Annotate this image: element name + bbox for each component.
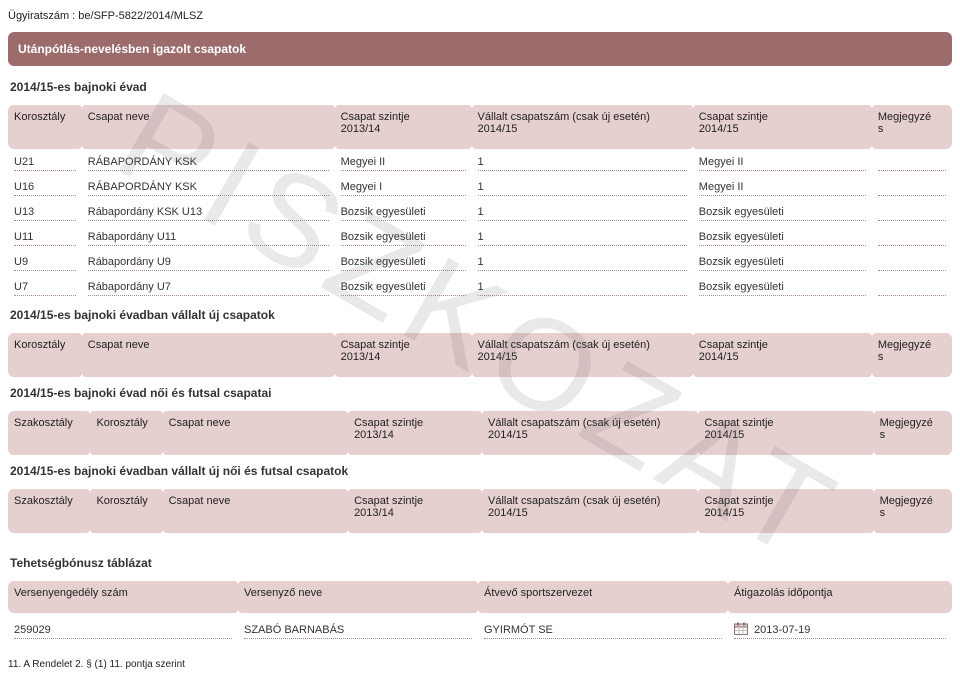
cell-sz13: Megyei II bbox=[341, 156, 466, 171]
table-row: U11 Rábapordány U11 Bozsik egyesületi 1 Bozs… bbox=[8, 227, 952, 249]
cell-sz13: Bozsik egyesületi bbox=[341, 281, 466, 296]
td-club: GYIRMÓT SE bbox=[484, 624, 722, 639]
cell-kor: U16 bbox=[14, 181, 76, 196]
td-date: 2013-07-19 bbox=[754, 624, 810, 636]
cell-sz14: Bozsik egyesületi bbox=[699, 231, 866, 246]
th-license: Versenyengedély szám bbox=[8, 581, 238, 613]
th-sz13: Csapat szintje2013/14 bbox=[348, 411, 482, 455]
th-meg: Megjegyzés bbox=[874, 489, 952, 533]
cell-nev: RÁBAPORDÁNY KSK bbox=[88, 181, 329, 196]
cell-sz14: Megyei II bbox=[699, 181, 866, 196]
table-row: U16 RÁBAPORDÁNY KSK Megyei I 1 Megyei II bbox=[8, 177, 952, 199]
cell-meg bbox=[878, 281, 946, 296]
th-sz13: Csapat szintje2013/14 bbox=[335, 333, 472, 377]
section-certified-title: Utánpótlás-nevelésben igazolt csapatok bbox=[8, 32, 952, 66]
section-talent-title: Tehetségbónusz táblázat bbox=[8, 550, 952, 578]
cell-nev: Rábapordány U9 bbox=[88, 256, 329, 271]
table-row: U21 RÁBAPORDÁNY KSK Megyei II 1 Megyei II bbox=[8, 152, 952, 174]
th-sz14: Csapat szintje2014/15 bbox=[698, 411, 873, 455]
th-csapat: Csapat neve bbox=[163, 411, 349, 455]
th-meg: Megjegyzés bbox=[874, 411, 952, 455]
table-row: U9 Rábapordány U9 Bozsik egyesületi 1 Bozsik… bbox=[8, 252, 952, 274]
th-csapat: Csapat neve bbox=[82, 105, 335, 149]
th-kor: Korosztály bbox=[8, 333, 82, 377]
section-women-new-title: 2014/15-es bajnoki évadban vállalt új nő… bbox=[8, 458, 952, 486]
cell-meg bbox=[878, 231, 946, 246]
cell-sz14: Bozsik egyesületi bbox=[699, 206, 866, 221]
cell-vcs: 1 bbox=[478, 206, 687, 221]
calendar-icon bbox=[734, 622, 748, 635]
cell-sz14: Megyei II bbox=[699, 156, 866, 171]
th-date: Átigazolás időpontja bbox=[728, 581, 952, 613]
cell-kor: U11 bbox=[14, 231, 76, 246]
cell-sz13: Bozsik egyesületi bbox=[341, 206, 466, 221]
td-player: SZABÓ BARNABÁS bbox=[244, 624, 472, 639]
table-row: U7 Rábapordány U7 Bozsik egyesületi 1 Bozsik… bbox=[8, 277, 952, 299]
section-women-title: 2014/15-es bajnoki évad női és futsal cs… bbox=[8, 380, 952, 408]
th-sz14: Csapat szintje2014/15 bbox=[693, 333, 872, 377]
th-meg: Megjegyzés bbox=[872, 105, 952, 149]
table-row: U13 Rábapordány KSK U13 Bozsik egyesületi 1… bbox=[8, 202, 952, 224]
teams-table: Korosztály Csapat neve Csapat szintje201… bbox=[8, 102, 952, 302]
cell-kor: U21 bbox=[14, 156, 76, 171]
section-year-title: 2014/15-es bajnoki évad bbox=[8, 74, 952, 102]
cell-meg bbox=[878, 206, 946, 221]
th-vcs: Vállalt csapatszám (csak új esetén)2014/… bbox=[472, 333, 693, 377]
table-row: 259029 SZABÓ BARNABÁS GYIRMÓT SE bbox=[8, 616, 952, 642]
cell-sz14: Bozsik egyesületi bbox=[699, 256, 866, 271]
cell-meg bbox=[878, 256, 946, 271]
doc-number: Ügyiratszám : be/SFP-5822/2014/MLSZ bbox=[8, 10, 952, 22]
td-license: 259029 bbox=[14, 624, 232, 639]
footnote: 11. A Rendelet 2. § (1) 11. pontja szeri… bbox=[8, 659, 952, 670]
cell-vcs: 1 bbox=[478, 156, 687, 171]
cell-sz13: Megyei I bbox=[341, 181, 466, 196]
th-szak: Szakosztály bbox=[8, 411, 90, 455]
section-new-title: 2014/15-es bajnoki évadban vállalt új cs… bbox=[8, 302, 952, 330]
cell-vcs: 1 bbox=[478, 281, 687, 296]
th-club: Átvevő sportszervezet bbox=[478, 581, 728, 613]
cell-sz13: Bozsik egyesületi bbox=[341, 231, 466, 246]
th-meg: Megjegyzés bbox=[872, 333, 952, 377]
cell-meg bbox=[878, 181, 946, 196]
th-vcs: Vállalt csapatszám (csak új esetén)2014/… bbox=[482, 489, 698, 533]
cell-nev: Rábapordány U7 bbox=[88, 281, 329, 296]
th-sz14: Csapat szintje2014/15 bbox=[698, 489, 873, 533]
th-csapat: Csapat neve bbox=[163, 489, 349, 533]
cell-sz13: Bozsik egyesületi bbox=[341, 256, 466, 271]
th-kor: Korosztály bbox=[90, 489, 162, 533]
th-sz14: Csapat szintje2014/15 bbox=[693, 105, 872, 149]
women-new-table: Szakosztály Korosztály Csapat neve Csapa… bbox=[8, 486, 952, 536]
th-kor: Korosztály bbox=[90, 411, 162, 455]
cell-vcs: 1 bbox=[478, 256, 687, 271]
th-vcs: Vállalt csapatszám (csak új esetén)2014/… bbox=[472, 105, 693, 149]
talent-table: Versenyengedély szám Versenyző neve Átve… bbox=[8, 578, 952, 645]
new-teams-table: Korosztály Csapat neve Csapat szintje201… bbox=[8, 330, 952, 380]
th-sz13: Csapat szintje2013/14 bbox=[348, 489, 482, 533]
cell-nev: Rábapordány U11 bbox=[88, 231, 329, 246]
cell-nev: Rábapordány KSK U13 bbox=[88, 206, 329, 221]
cell-meg bbox=[878, 156, 946, 171]
cell-kor: U9 bbox=[14, 256, 76, 271]
cell-nev: RÁBAPORDÁNY KSK bbox=[88, 156, 329, 171]
th-csapat: Csapat neve bbox=[82, 333, 335, 377]
th-vcs: Vállalt csapatszám (csak új esetén)2014/… bbox=[482, 411, 698, 455]
cell-vcs: 1 bbox=[478, 181, 687, 196]
th-sz13: Csapat szintje2013/14 bbox=[335, 105, 472, 149]
th-player: Versenyző neve bbox=[238, 581, 478, 613]
cell-sz14: Bozsik egyesületi bbox=[699, 281, 866, 296]
th-kor: Korosztály bbox=[8, 105, 82, 149]
cell-vcs: 1 bbox=[478, 231, 687, 246]
women-table: Szakosztály Korosztály Csapat neve Csapa… bbox=[8, 408, 952, 458]
th-szak: Szakosztály bbox=[8, 489, 90, 533]
cell-kor: U13 bbox=[14, 206, 76, 221]
cell-kor: U7 bbox=[14, 281, 76, 296]
